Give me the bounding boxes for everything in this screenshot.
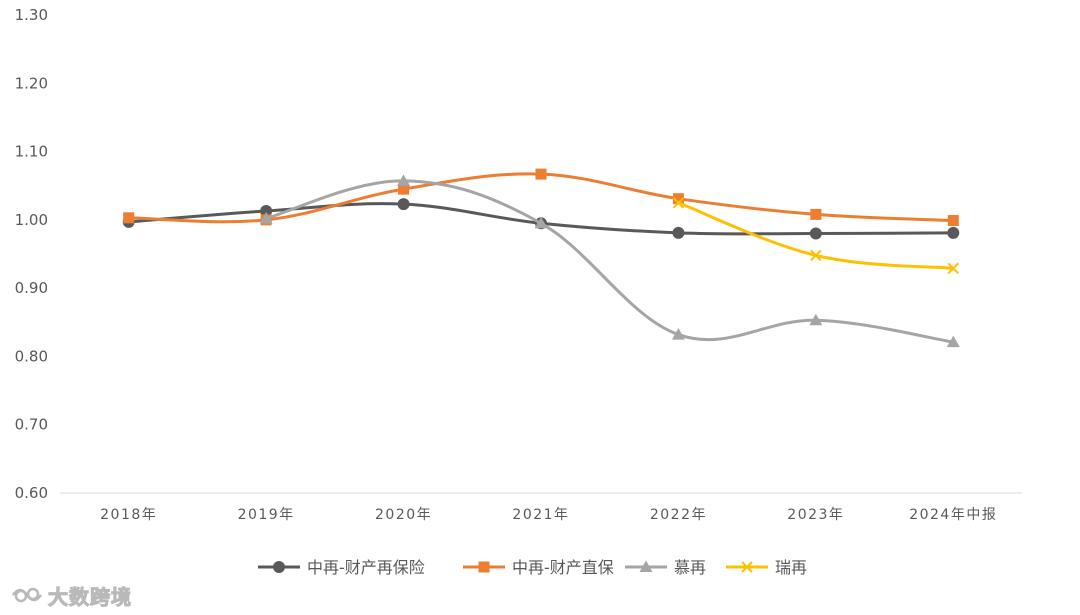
legend-item: 瑞再 xyxy=(726,558,807,577)
watermark: 大数跨境 xyxy=(10,580,132,610)
data-point xyxy=(947,226,960,239)
legend-swatch-marker xyxy=(741,561,753,573)
data-point xyxy=(671,328,685,340)
y-tick-label: 1.00 xyxy=(15,211,48,229)
x-tick-label: 2024年中报 xyxy=(909,507,997,523)
y-tick-label: 1.30 xyxy=(15,6,48,24)
series-line xyxy=(128,172,954,224)
x-tick-label: 2019年 xyxy=(238,507,295,523)
legend-swatch-marker xyxy=(639,560,653,572)
legend-swatch-marker xyxy=(478,561,490,573)
data-point xyxy=(810,249,822,262)
watermark-text: 大数跨境 xyxy=(48,584,132,609)
data-point xyxy=(398,183,410,195)
data-point xyxy=(809,313,823,326)
legend-swatch-marker xyxy=(273,561,285,573)
data-point xyxy=(947,262,959,275)
x-tick-label: 2023年 xyxy=(787,507,844,523)
x-tick-label: 2018年 xyxy=(100,507,157,523)
data-point xyxy=(259,211,273,224)
y-tick-label: 1.20 xyxy=(15,74,48,92)
legend-label: 慕再 xyxy=(674,558,706,577)
legend-item: 慕再 xyxy=(625,558,706,577)
y-tick-label: 0.80 xyxy=(15,347,48,365)
series-4 xyxy=(672,197,959,275)
data-point xyxy=(123,212,135,224)
data-point xyxy=(260,204,273,217)
data-point xyxy=(672,193,684,205)
data-point xyxy=(946,335,960,348)
legend-label: 中再-财产再保险 xyxy=(307,558,425,577)
legend-label: 瑞再 xyxy=(775,558,807,577)
legend-label: 中再-财产直保 xyxy=(512,558,614,577)
data-point xyxy=(809,227,822,240)
x-axis-ticks: 2018年 2019年 2020年 2021年 2022年 2023年 2024年中报 xyxy=(100,507,997,523)
x-tick-label: 2021年 xyxy=(512,507,569,523)
y-axis-ticks: 0.60 0.70 0.80 0.90 1.00 1.10 1.20 1.30 xyxy=(15,6,48,502)
data-point xyxy=(534,216,548,229)
y-tick-label: 0.60 xyxy=(15,484,48,502)
eye-logo-icon xyxy=(11,587,43,603)
data-point xyxy=(397,174,411,186)
data-point xyxy=(672,197,685,209)
series-3 xyxy=(259,174,960,348)
x-tick-label: 2020年 xyxy=(375,507,432,523)
legend-item: 中再-财产再保险 xyxy=(258,558,425,577)
series-layer xyxy=(122,168,960,348)
legend-item: 中再-财产直保 xyxy=(463,558,614,577)
legend: 中再-财产再保险 中再-财产直保 慕再 瑞再 xyxy=(258,558,807,577)
data-point xyxy=(810,208,822,220)
series-line xyxy=(265,179,954,344)
data-point xyxy=(672,226,685,239)
y-tick-label: 0.70 xyxy=(15,416,48,434)
y-tick-label: 0.90 xyxy=(15,279,48,297)
x-tick-label: 2022年 xyxy=(650,507,707,523)
data-point xyxy=(535,168,547,180)
data-point xyxy=(397,198,410,211)
data-point xyxy=(947,215,959,227)
y-tick-label: 1.10 xyxy=(15,143,48,161)
